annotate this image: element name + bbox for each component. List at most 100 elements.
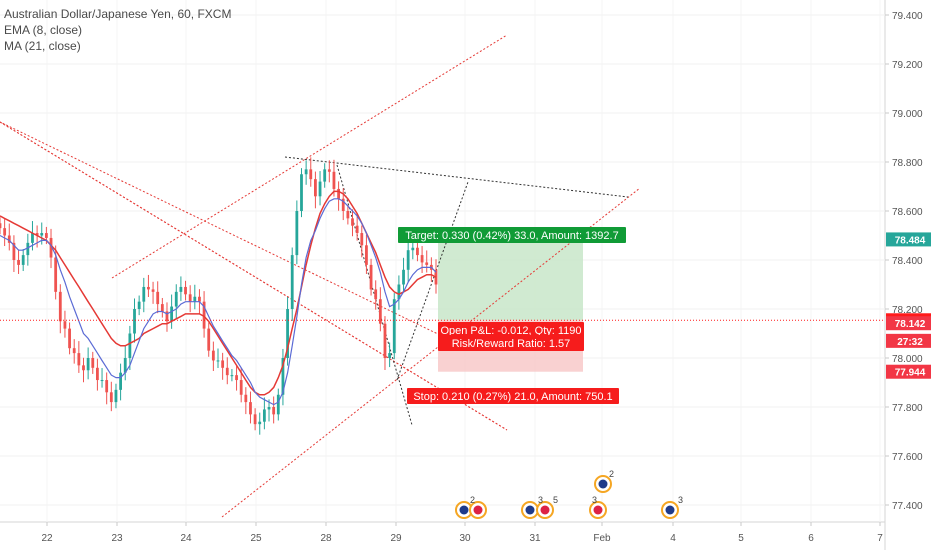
candle-body — [96, 367, 99, 381]
x-tick-label: 31 — [529, 533, 541, 544]
candle-body — [207, 328, 211, 351]
candle-body — [105, 380, 109, 393]
candle-body — [156, 291, 160, 305]
candle-body — [355, 225, 359, 234]
event-marker[interactable] — [589, 501, 607, 519]
rr-label-text: Risk/Reward Ratio: 1.57 — [452, 338, 571, 350]
candle-body — [392, 299, 396, 354]
candle-body — [253, 414, 257, 425]
candle-body — [323, 169, 327, 182]
black-trendline[interactable] — [284, 156, 629, 198]
candle-body — [360, 233, 364, 246]
candle-body — [235, 375, 238, 381]
target-label[interactable]: Target: 0.330 (0.42%) 33.0, Amount: 1392… — [398, 227, 626, 243]
x-tick-label: 25 — [250, 533, 262, 544]
x-tick-label: 28 — [320, 533, 332, 544]
pnl-label-bg — [438, 322, 584, 338]
trendline-fan[interactable] — [0, 121, 508, 431]
event-marker[interactable] — [469, 501, 487, 519]
channel-line-lower[interactable] — [221, 187, 641, 518]
candle-body — [49, 237, 53, 258]
target-label-text: Target: 0.330 (0.42%) 33.0, Amount: 1392… — [405, 230, 618, 242]
ema-indicator-label[interactable]: EMA (8, close) — [4, 23, 83, 37]
candle-body — [369, 264, 373, 290]
flag-icon — [473, 505, 483, 515]
event-count: 2 — [609, 469, 614, 479]
x-tick-label: 30 — [459, 533, 471, 544]
event-count: 3 — [592, 495, 597, 505]
candle-body — [267, 407, 271, 410]
candle-body — [416, 247, 419, 256]
black-leg-2[interactable] — [396, 181, 469, 381]
symbol-title: Australian Dollar/Japanese Yen, 60, FXCM — [4, 7, 232, 21]
candle-body — [40, 233, 44, 236]
y-tick-label: 78.800 — [892, 158, 923, 169]
y-tick-label: 79.400 — [892, 11, 923, 22]
ma-indicator-label[interactable]: MA (21, close) — [4, 39, 81, 53]
pnl-label[interactable]: Open P&L: -0.012, Qty: 1190 — [438, 322, 584, 338]
time-axis[interactable]: 22 23 24 25 28 29 30 31 Feb 4 5 6 7 — [41, 522, 883, 544]
grid — [0, 0, 886, 550]
candle-body — [119, 372, 122, 390]
candle-body — [272, 407, 276, 415]
price-axis[interactable]: 79.400 79.200 79.000 78.800 78.600 78.400 78.2… — [885, 11, 931, 512]
candle-body — [184, 286, 187, 295]
ema-8-line[interactable] — [0, 198, 437, 406]
event-marker[interactable] — [536, 501, 554, 519]
candle-body — [147, 286, 150, 290]
y-tick-label: 77.400 — [892, 501, 923, 512]
candle-body — [420, 255, 424, 263]
candle-body — [3, 228, 7, 236]
price-label-text: 77.944 — [895, 368, 926, 379]
candle-body — [174, 291, 178, 307]
price-label-text: 78.484 — [895, 235, 926, 246]
candle-body — [402, 269, 405, 285]
x-tick-label: Feb — [593, 533, 611, 544]
candle-body — [100, 380, 104, 382]
candle-body — [406, 250, 410, 270]
price-label-bg — [886, 232, 931, 247]
candle-body — [86, 358, 90, 371]
candle-body — [314, 179, 317, 197]
candle-body — [165, 311, 169, 322]
price-label: 27:32 — [886, 333, 931, 348]
price-label-bg — [886, 316, 931, 331]
x-tick-label: 5 — [738, 533, 744, 544]
trendline-descending[interactable] — [0, 121, 441, 336]
pnl-label-text: Open P&L: -0.012, Qty: 1190 — [440, 325, 581, 337]
stop-label-text: Stop: 0.210 (0.27%) 21.0, Amount: 750.1 — [413, 391, 612, 403]
candle-body — [211, 350, 215, 361]
price-label-bg — [886, 333, 931, 348]
candle-body — [35, 233, 39, 236]
candle-body — [262, 409, 266, 422]
candle-body — [44, 233, 48, 238]
event-marker[interactable] — [594, 475, 612, 493]
x-tick-label: 23 — [111, 533, 123, 544]
candle-body — [351, 218, 354, 226]
rr-label[interactable]: Risk/Reward Ratio: 1.57 — [438, 335, 584, 351]
candle-body — [295, 211, 299, 256]
candle-body — [193, 296, 197, 302]
flag-icon — [540, 505, 550, 515]
event-marker[interactable] — [521, 501, 539, 519]
candle-body — [133, 309, 136, 334]
flag-icon — [665, 505, 675, 515]
channel-line-upper[interactable] — [111, 34, 508, 279]
target-zone[interactable] — [438, 239, 583, 321]
event-markers: 2 3 523 3 — [455, 469, 683, 519]
candle-body — [304, 169, 308, 175]
flag-icon — [593, 505, 603, 515]
candle-body — [332, 171, 336, 189]
candle-body — [12, 242, 16, 260]
candle-body — [82, 365, 85, 371]
event-marker[interactable] — [661, 501, 679, 519]
candle-body — [137, 301, 141, 309]
position-zones — [438, 239, 583, 372]
price-label-text: 27:32 — [897, 337, 923, 348]
stop-label[interactable]: Stop: 0.210 (0.27%) 21.0, Amount: 750.1 — [407, 388, 619, 404]
candle-body — [26, 242, 30, 256]
flag-icon — [459, 505, 469, 515]
candle-body — [17, 260, 20, 265]
candle-body — [142, 286, 146, 302]
